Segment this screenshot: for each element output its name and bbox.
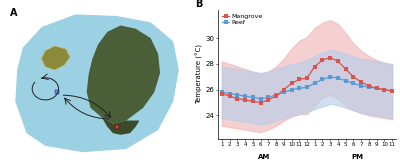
Reef	[266, 96, 271, 98]
Reef	[227, 93, 232, 95]
Reef	[328, 76, 333, 78]
Line: Mangrove: Mangrove	[220, 56, 394, 104]
Mangrove	[328, 57, 333, 59]
Text: AM: AM	[258, 154, 270, 160]
Mangrove	[374, 87, 379, 89]
Mangrove	[281, 89, 286, 91]
Mangrove	[243, 99, 248, 101]
Reef	[343, 80, 348, 82]
Mangrove	[274, 95, 278, 97]
Reef	[390, 90, 394, 92]
Reef	[320, 78, 325, 80]
Reef	[250, 96, 255, 98]
Polygon shape	[102, 117, 139, 135]
Mangrove	[220, 93, 224, 95]
Mangrove	[320, 59, 325, 61]
Reef	[366, 86, 371, 88]
Mangrove	[343, 68, 348, 70]
Mangrove	[266, 99, 271, 101]
Reef	[305, 86, 310, 88]
Mangrove	[289, 82, 294, 84]
Reef	[243, 95, 248, 97]
Reef	[289, 89, 294, 91]
Reef	[359, 85, 364, 87]
Reef	[235, 94, 240, 96]
Reef	[312, 82, 317, 84]
Mangrove	[366, 85, 371, 87]
Reef	[382, 89, 387, 91]
Text: A: A	[10, 8, 17, 18]
Mangrove	[258, 102, 263, 104]
Polygon shape	[15, 14, 179, 152]
Reef	[351, 82, 356, 84]
Reef	[274, 94, 278, 96]
Reef	[220, 91, 224, 93]
Mangrove	[305, 77, 310, 79]
Text: PM: PM	[351, 154, 363, 160]
Reef	[297, 87, 302, 89]
Polygon shape	[42, 46, 70, 70]
Legend: Mangrove, Reef: Mangrove, Reef	[221, 13, 264, 26]
Mangrove	[297, 78, 302, 80]
Y-axis label: Temperature (°C): Temperature (°C)	[196, 44, 203, 104]
Mangrove	[227, 95, 232, 97]
Reef	[374, 87, 379, 89]
Mangrove	[382, 89, 387, 91]
Mangrove	[336, 60, 340, 62]
Reef	[336, 77, 340, 79]
Mangrove	[390, 90, 394, 92]
Mangrove	[351, 76, 356, 78]
Polygon shape	[87, 25, 160, 124]
Line: Reef: Reef	[220, 75, 394, 100]
Reef	[281, 91, 286, 93]
Reef	[258, 98, 263, 100]
Text: B: B	[195, 0, 202, 9]
Mangrove	[250, 100, 255, 102]
Mangrove	[235, 98, 240, 100]
Mangrove	[359, 81, 364, 83]
Mangrove	[312, 66, 317, 67]
